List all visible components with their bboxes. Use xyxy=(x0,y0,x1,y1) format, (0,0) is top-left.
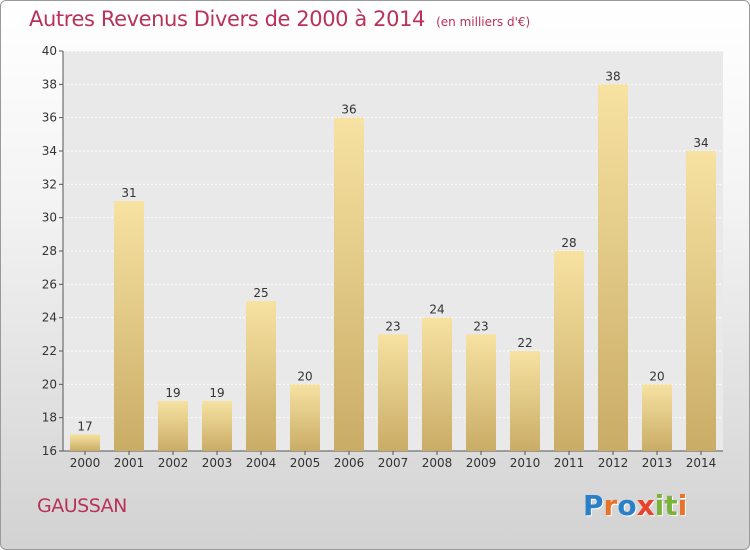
x-tick-label: 2002 xyxy=(158,456,189,470)
y-tick-label: 28 xyxy=(42,244,57,258)
bar-value-label: 23 xyxy=(473,319,488,333)
proxiti-logo: Proxiti xyxy=(583,489,687,522)
bar-value-label: 31 xyxy=(121,186,136,200)
bar-value-label: 20 xyxy=(297,369,312,383)
y-tick-label: 38 xyxy=(42,77,57,91)
bar-value-label: 19 xyxy=(165,386,180,400)
y-tick-label: 24 xyxy=(42,311,57,325)
brand-letter: i xyxy=(677,489,688,522)
x-tick-label: 2008 xyxy=(422,456,453,470)
bar xyxy=(290,384,320,451)
y-tick-label: 40 xyxy=(42,44,57,58)
brand-letter: i xyxy=(654,489,665,522)
y-tick-label: 30 xyxy=(42,211,57,225)
bar-value-label: 23 xyxy=(385,319,400,333)
x-tick-label: 2012 xyxy=(598,456,629,470)
title-block: Autres Revenus Divers de 2000 à 2014 (en… xyxy=(29,7,530,31)
y-tick-label: 16 xyxy=(42,444,57,458)
bar xyxy=(378,334,408,451)
bar xyxy=(334,117,364,452)
chart-subtitle: (en milliers d'€) xyxy=(436,15,531,29)
x-tick-label: 2000 xyxy=(70,456,101,470)
brand-letter: o xyxy=(617,489,637,522)
y-tick-label: 26 xyxy=(42,277,57,291)
y-tick-label: 36 xyxy=(42,111,57,125)
bar xyxy=(70,434,100,451)
bar-value-label: 19 xyxy=(209,386,224,400)
x-tick-label: 2007 xyxy=(378,456,409,470)
bar xyxy=(246,301,276,451)
bar xyxy=(158,401,188,451)
bar-value-label: 24 xyxy=(429,303,444,317)
bar xyxy=(598,84,628,451)
location-label: GAUSSAN xyxy=(37,495,127,517)
bar xyxy=(422,317,452,451)
x-tick-label: 2010 xyxy=(510,456,541,470)
bar-value-label: 25 xyxy=(253,286,268,300)
bar xyxy=(642,384,672,451)
bar-value-label: 20 xyxy=(649,369,664,383)
bar xyxy=(466,334,496,451)
bar-value-label: 17 xyxy=(77,419,92,433)
y-tick-label: 20 xyxy=(42,377,57,391)
x-tick-label: 2001 xyxy=(114,456,145,470)
brand-letter: t xyxy=(664,489,678,522)
y-tick-label: 32 xyxy=(42,177,57,191)
x-tick-label: 2004 xyxy=(246,456,277,470)
bar-value-label: 34 xyxy=(693,136,708,150)
brand-letter: x xyxy=(636,489,655,522)
bar-value-label: 22 xyxy=(517,336,532,350)
bar xyxy=(510,351,540,451)
brand-letter: P xyxy=(583,489,604,522)
y-tick-label: 34 xyxy=(42,144,57,158)
x-tick-label: 2005 xyxy=(290,456,321,470)
bar xyxy=(554,251,584,451)
y-tick-label: 18 xyxy=(42,411,57,425)
bar-value-label: 38 xyxy=(605,69,620,83)
bar xyxy=(686,151,716,451)
x-tick-label: 2011 xyxy=(554,456,585,470)
chart-title: Autres Revenus Divers de 2000 à 2014 xyxy=(29,7,426,31)
y-tick-label: 22 xyxy=(42,344,57,358)
x-tick-label: 2009 xyxy=(466,456,497,470)
bar xyxy=(202,401,232,451)
x-tick-label: 2006 xyxy=(334,456,365,470)
bar-value-label: 28 xyxy=(561,236,576,250)
x-tick-label: 2003 xyxy=(202,456,233,470)
bar xyxy=(114,201,144,451)
x-tick-label: 2014 xyxy=(686,456,717,470)
bar-value-label: 36 xyxy=(341,103,356,117)
brand-letter: r xyxy=(603,489,618,522)
x-tick-label: 2013 xyxy=(642,456,673,470)
